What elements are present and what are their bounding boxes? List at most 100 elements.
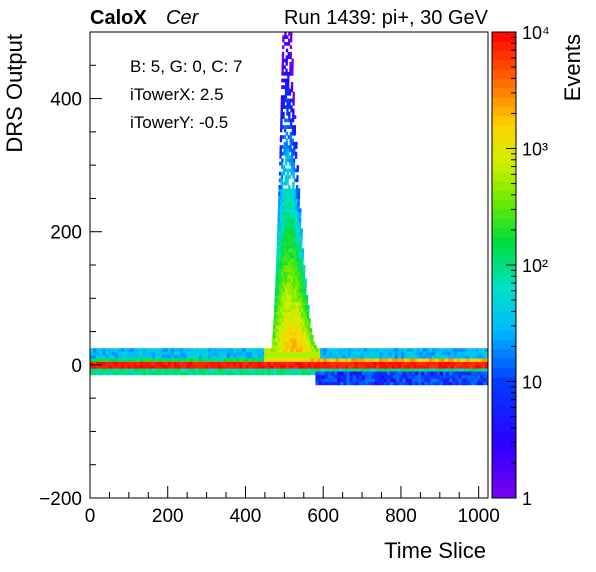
heatmap-cell: [329, 361, 333, 366]
heatmap-cell: [304, 371, 309, 376]
heatmap-cell: [292, 158, 296, 163]
heatmap-cell: [337, 371, 341, 376]
heatmap-cell: [173, 348, 178, 352]
heatmap-cell: [211, 361, 215, 366]
heatmap-cell: [386, 374, 391, 379]
heatmap-cell: [343, 381, 347, 386]
heatmap-cell: [304, 364, 309, 369]
heatmap-cell: [291, 71, 294, 76]
heatmap-cell: [481, 358, 486, 362]
heatmap-cell: [366, 368, 371, 372]
heatmap-cell: [400, 364, 405, 369]
heatmap-cell: [201, 364, 206, 369]
heatmap-cell: [340, 374, 344, 379]
annotation-board: B: 5, G: 0, C: 7: [130, 57, 242, 76]
heatmap-cell: [369, 351, 374, 356]
heatmap-cell: [293, 151, 296, 156]
heatmap-cell: [377, 378, 382, 382]
heatmap-cell: [201, 351, 206, 356]
heatmap-cell: [343, 371, 347, 376]
heatmap-cell: [198, 361, 203, 366]
heatmap-cell: [295, 198, 298, 203]
heatmap-cell: [272, 338, 275, 342]
colorbar-tick-label: 10³: [522, 140, 548, 160]
heatmap-cell: [379, 348, 383, 352]
heatmap-cell: [245, 351, 249, 356]
heatmap-cell: [304, 314, 308, 319]
heatmap-cell: [217, 368, 221, 372]
heatmap-cell: [304, 281, 307, 286]
heatmap-cell: [180, 354, 184, 359]
heatmap-cell: [93, 354, 97, 359]
heatmap-cell: [294, 291, 297, 296]
heatmap-cell: [251, 351, 256, 356]
heatmap-cell: [155, 351, 159, 356]
heatmap-cell: [302, 288, 305, 293]
heatmap-cell: [111, 364, 116, 369]
heatmap-cell: [302, 324, 305, 329]
heatmap-cell: [484, 354, 488, 359]
heatmap-cell: [121, 368, 125, 372]
heatmap-cell: [410, 361, 414, 366]
heatmap-cell: [283, 211, 286, 216]
heatmap-cell: [421, 381, 425, 386]
heatmap-cell: [294, 294, 297, 299]
heatmap-cell: [287, 211, 290, 216]
heatmap-cell: [438, 358, 442, 362]
heatmap-cell: [318, 371, 323, 376]
heatmap-cell: [360, 348, 365, 352]
heatmap-cell: [288, 188, 291, 193]
heatmap-cell: [481, 348, 486, 352]
heatmap-cell: [279, 361, 284, 366]
heatmap-cell: [277, 278, 280, 283]
heatmap-cell: [289, 334, 293, 339]
heatmap-cell: [281, 344, 284, 349]
heatmap-cell: [385, 351, 389, 356]
heatmap-cell: [297, 251, 301, 256]
heatmap-cell: [301, 341, 304, 346]
heatmap-cell: [416, 358, 420, 362]
heatmap-cell: [177, 351, 181, 356]
heatmap-cell: [383, 381, 388, 386]
heatmap-cell: [96, 351, 100, 356]
header-channel: Cer: [166, 7, 200, 29]
colorbar-segment: [492, 367, 516, 378]
heatmap-cell: [273, 354, 277, 359]
heatmap-cell: [214, 354, 218, 359]
heatmap-cell: [278, 238, 282, 243]
heatmap-cell: [416, 361, 420, 366]
heatmap-cell: [295, 361, 299, 366]
heatmap-cell: [418, 371, 422, 376]
heatmap-cell: [279, 218, 282, 223]
heatmap-cell: [286, 321, 290, 326]
heatmap-cell: [380, 371, 385, 376]
heatmap-cell: [189, 348, 194, 352]
heatmap-cell: [284, 301, 287, 306]
heatmap-cell: [306, 321, 309, 326]
heatmap-cell: [286, 328, 289, 332]
heatmap-cell: [290, 235, 293, 239]
heatmap-cell: [286, 235, 290, 239]
heatmap-cell: [248, 364, 253, 369]
heatmap-cell: [280, 185, 283, 189]
heatmap-cell: [205, 358, 209, 362]
heatmap-cell: [170, 364, 175, 369]
heatmap-cell: [280, 288, 284, 293]
heatmap-cell: [273, 318, 276, 322]
heatmap-cell: [435, 368, 439, 372]
heatmap-cell: [304, 278, 307, 283]
heatmap-cell: [291, 318, 294, 322]
heatmap-cell: [298, 321, 301, 326]
heatmap-cell: [307, 328, 311, 332]
heatmap-cell: [307, 334, 310, 339]
heatmap-cell: [351, 354, 355, 359]
colorbar-segment: [492, 227, 516, 238]
heatmap-cell: [285, 125, 289, 129]
heatmap-cell: [464, 371, 469, 376]
heatmap-cell: [296, 178, 299, 183]
heatmap-cell: [422, 358, 427, 362]
heatmap-cell: [277, 228, 280, 233]
heatmap-cell: [413, 354, 417, 359]
heatmap-cell: [410, 354, 414, 359]
heatmap-cell: [124, 371, 128, 376]
